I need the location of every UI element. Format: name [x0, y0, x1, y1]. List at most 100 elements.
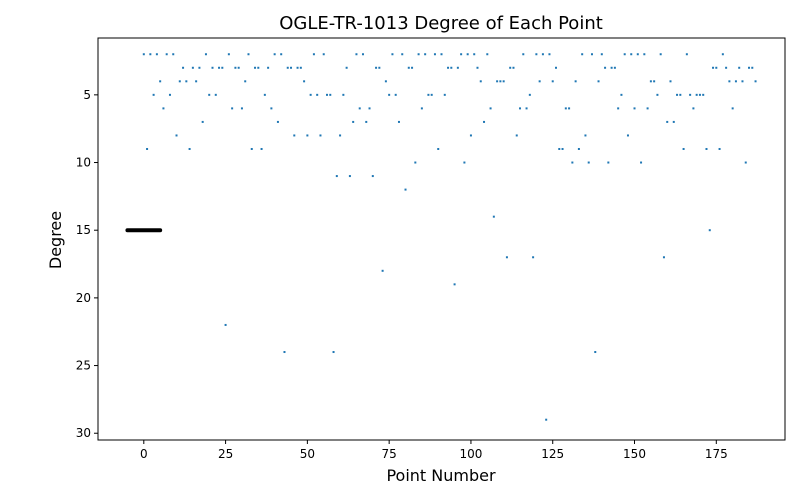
data-point [404, 188, 407, 191]
data-point [283, 351, 286, 354]
data-point [152, 93, 155, 96]
data-point [509, 66, 512, 69]
data-point [417, 53, 420, 56]
data-point [240, 107, 243, 110]
data-point [178, 80, 181, 83]
data-point [499, 80, 502, 83]
data-point [401, 53, 404, 56]
data-point [322, 53, 325, 56]
data-point [273, 53, 276, 56]
data-point [237, 66, 240, 69]
data-point [656, 93, 659, 96]
x-tick-label: 150 [623, 447, 646, 461]
data-point [335, 175, 338, 178]
y-axis-ticks: 5 10 15 20 25 30 [76, 88, 98, 440]
data-point [620, 93, 623, 96]
data-point [574, 80, 577, 83]
x-axis-ticks: 0 25 50 75 100 125 150 175 [140, 440, 728, 461]
data-point [483, 120, 486, 123]
data-point [502, 80, 505, 83]
data-point [227, 53, 230, 56]
data-point [515, 134, 518, 137]
data-point [296, 66, 299, 69]
data-point [676, 93, 679, 96]
data-point [705, 147, 708, 150]
data-point [165, 53, 168, 56]
data-point [466, 53, 469, 56]
plot-frame [97, 37, 786, 441]
data-point [538, 80, 541, 83]
data-point [293, 134, 296, 137]
data-point [303, 80, 306, 83]
data-point [208, 93, 211, 96]
data-point [440, 53, 443, 56]
data-point [244, 80, 247, 83]
data-point [368, 107, 371, 110]
data-point [247, 53, 250, 56]
data-point [649, 80, 652, 83]
data-point [712, 66, 715, 69]
data-point [522, 53, 525, 56]
x-tick-label: 0 [140, 447, 148, 461]
data-point [535, 53, 538, 56]
data-point [211, 66, 214, 69]
y-tick-label: 30 [76, 426, 91, 440]
data-point [545, 418, 548, 421]
data-point [489, 107, 492, 110]
data-point [214, 93, 217, 96]
data-point [571, 161, 574, 164]
data-point [731, 107, 734, 110]
data-point [453, 283, 456, 286]
data-point [312, 53, 315, 56]
data-point [689, 93, 692, 96]
data-point [555, 66, 557, 69]
data-point [195, 80, 198, 83]
data-point [541, 53, 544, 56]
data-point [234, 66, 237, 69]
data-point [142, 53, 145, 56]
data-point [391, 53, 394, 56]
data-point [286, 66, 289, 69]
data-point [358, 107, 361, 110]
data-point [568, 107, 571, 110]
data-point [682, 147, 685, 150]
y-tick-label: 5 [83, 88, 91, 102]
data-point [433, 53, 436, 56]
y-axis-label: Degree [46, 211, 65, 269]
data-point [414, 161, 417, 164]
plot-area [98, 38, 785, 440]
x-tick-label: 175 [705, 447, 728, 461]
data-point [254, 66, 257, 69]
data-point [741, 80, 744, 83]
x-tick-label: 25 [218, 447, 233, 461]
data-point [600, 53, 603, 56]
data-point [280, 53, 283, 56]
data-point [375, 66, 378, 69]
data-point [666, 120, 669, 123]
data-point [162, 107, 165, 110]
data-point [201, 120, 204, 123]
data-point [427, 93, 430, 96]
data-point [577, 147, 580, 150]
data-point [473, 53, 476, 56]
data-point [159, 80, 162, 83]
data-point [669, 80, 672, 83]
data-point [182, 66, 185, 69]
data-point [276, 120, 279, 123]
data-point [411, 66, 414, 69]
data-point [587, 161, 590, 164]
data-point [388, 93, 391, 96]
data-point [355, 53, 358, 56]
data-point [352, 120, 355, 123]
data-point [630, 53, 633, 56]
x-tick-label: 125 [541, 447, 564, 461]
data-point [532, 256, 535, 259]
data-point [744, 161, 747, 164]
data-point [728, 80, 731, 83]
data-point [397, 120, 400, 123]
data-point [610, 66, 613, 69]
x-tick-label: 100 [459, 447, 482, 461]
data-point [594, 351, 597, 354]
data-point [309, 93, 312, 96]
